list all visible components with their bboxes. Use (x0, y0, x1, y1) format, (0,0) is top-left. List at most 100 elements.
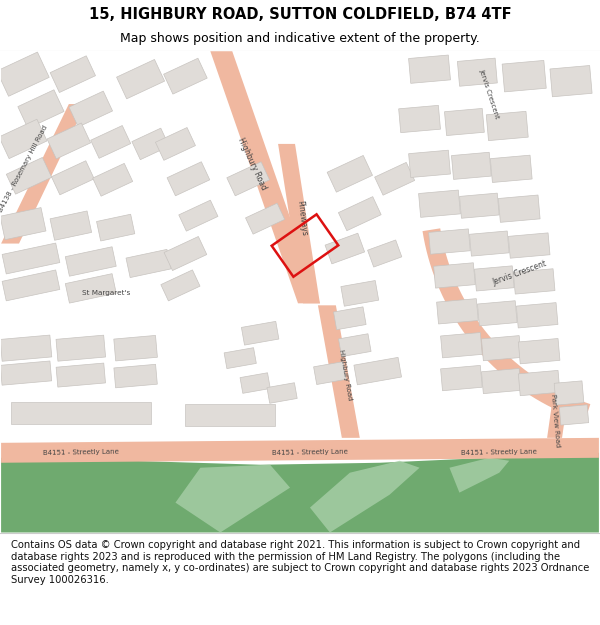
Polygon shape (325, 233, 365, 264)
Polygon shape (1, 438, 599, 462)
Polygon shape (278, 144, 320, 303)
Text: B4151 - Streetly Lane: B4151 - Streetly Lane (43, 449, 119, 456)
Polygon shape (318, 306, 360, 438)
Polygon shape (478, 301, 517, 326)
Polygon shape (1, 452, 599, 532)
Polygon shape (1, 104, 86, 244)
Polygon shape (50, 211, 92, 240)
Polygon shape (164, 58, 207, 94)
Polygon shape (327, 156, 373, 192)
Polygon shape (508, 233, 550, 258)
Polygon shape (502, 61, 546, 92)
Polygon shape (547, 403, 567, 438)
Text: Highbury Road: Highbury Road (236, 136, 268, 191)
Text: B4138 - Rosemary Hill Road: B4138 - Rosemary Hill Road (0, 124, 49, 213)
Polygon shape (50, 56, 95, 92)
Text: Jervis Crescent: Jervis Crescent (491, 259, 548, 288)
Polygon shape (47, 123, 91, 159)
Polygon shape (179, 200, 218, 231)
Text: B4151 - Streetly Lane: B4151 - Streetly Lane (461, 449, 537, 456)
Text: B4151 - Streetly Lane: B4151 - Streetly Lane (272, 449, 348, 456)
Polygon shape (514, 269, 555, 294)
Polygon shape (1, 361, 52, 385)
Text: Contains OS data © Crown copyright and database right 2021. This information is : Contains OS data © Crown copyright and d… (11, 540, 589, 585)
Polygon shape (445, 108, 484, 136)
Polygon shape (428, 229, 470, 254)
Polygon shape (0, 335, 52, 361)
Polygon shape (314, 362, 346, 384)
Polygon shape (92, 163, 133, 196)
Polygon shape (469, 231, 509, 256)
Polygon shape (56, 363, 106, 387)
Text: Pineways: Pineways (295, 201, 308, 237)
Polygon shape (499, 195, 540, 222)
Polygon shape (559, 405, 589, 425)
Polygon shape (0, 119, 47, 159)
Polygon shape (440, 366, 482, 391)
Polygon shape (227, 162, 269, 196)
Polygon shape (368, 240, 402, 267)
Text: 15, HIGHBURY ROAD, SUTTON COLDFIELD, B74 4TF: 15, HIGHBURY ROAD, SUTTON COLDFIELD, B74… (89, 7, 511, 22)
Polygon shape (398, 106, 440, 132)
Polygon shape (554, 381, 584, 405)
Polygon shape (451, 152, 491, 179)
Polygon shape (185, 404, 275, 426)
Polygon shape (126, 249, 171, 278)
Polygon shape (18, 90, 64, 128)
Polygon shape (52, 161, 94, 195)
Polygon shape (518, 339, 560, 364)
Text: Highbury Road: Highbury Road (338, 349, 353, 401)
Polygon shape (91, 126, 131, 158)
Polygon shape (167, 162, 210, 196)
Polygon shape (241, 321, 279, 345)
Polygon shape (550, 66, 592, 97)
Polygon shape (449, 458, 509, 492)
Polygon shape (69, 91, 113, 127)
Polygon shape (434, 262, 475, 288)
Polygon shape (0, 52, 49, 96)
Polygon shape (475, 266, 514, 291)
Polygon shape (65, 247, 116, 276)
Polygon shape (0, 208, 46, 239)
Polygon shape (486, 111, 528, 141)
Polygon shape (338, 334, 371, 357)
Polygon shape (409, 150, 451, 178)
Polygon shape (419, 190, 460, 218)
Polygon shape (240, 372, 270, 393)
Polygon shape (114, 364, 157, 388)
Polygon shape (2, 270, 60, 301)
Polygon shape (374, 162, 415, 195)
Text: Park View Road: Park View Road (550, 394, 560, 448)
Polygon shape (341, 281, 379, 306)
Polygon shape (211, 51, 320, 303)
Polygon shape (11, 402, 151, 424)
Polygon shape (517, 302, 558, 328)
Polygon shape (6, 158, 52, 194)
Polygon shape (457, 58, 497, 86)
Polygon shape (161, 270, 200, 301)
Polygon shape (460, 193, 499, 218)
Polygon shape (2, 243, 60, 274)
Polygon shape (56, 335, 106, 361)
Polygon shape (310, 461, 419, 532)
Polygon shape (116, 59, 164, 99)
Polygon shape (481, 369, 521, 394)
Polygon shape (409, 55, 451, 83)
Polygon shape (334, 307, 366, 330)
Polygon shape (114, 336, 157, 361)
Polygon shape (224, 348, 256, 369)
Polygon shape (164, 236, 207, 271)
Text: Jervis Crescent: Jervis Crescent (478, 69, 500, 120)
Text: St Margaret's: St Margaret's (82, 291, 130, 296)
Polygon shape (354, 357, 401, 385)
Polygon shape (490, 155, 532, 182)
Polygon shape (437, 299, 478, 324)
Polygon shape (245, 203, 285, 234)
Polygon shape (132, 128, 169, 159)
Polygon shape (267, 382, 297, 403)
Polygon shape (338, 197, 381, 231)
Polygon shape (518, 371, 560, 396)
Polygon shape (175, 465, 290, 532)
Polygon shape (422, 228, 590, 421)
Polygon shape (155, 127, 196, 160)
